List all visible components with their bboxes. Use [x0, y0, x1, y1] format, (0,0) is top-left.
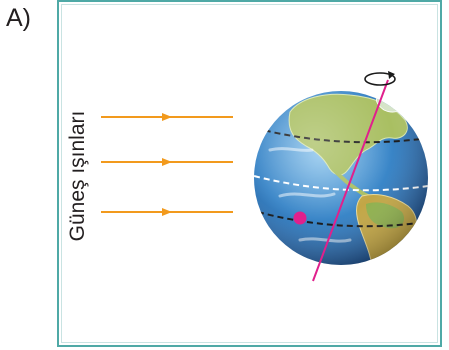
sun-ray-arrow-icon — [162, 113, 172, 121]
rotation-direction-arrow-icon — [364, 71, 396, 86]
sun-ray-1 — [101, 113, 233, 121]
option-label: A) — [6, 4, 31, 32]
sun-ray-arrow-icon — [162, 158, 172, 166]
earth-axis — [312, 79, 389, 282]
location-dot-icon — [293, 211, 307, 225]
panel-inner-border — [61, 4, 438, 343]
sun-ray-3 — [101, 208, 233, 216]
sun-ray-arrow-icon — [162, 208, 172, 216]
earth-globe-icon — [254, 91, 428, 265]
sun-ray-2 — [101, 158, 233, 166]
